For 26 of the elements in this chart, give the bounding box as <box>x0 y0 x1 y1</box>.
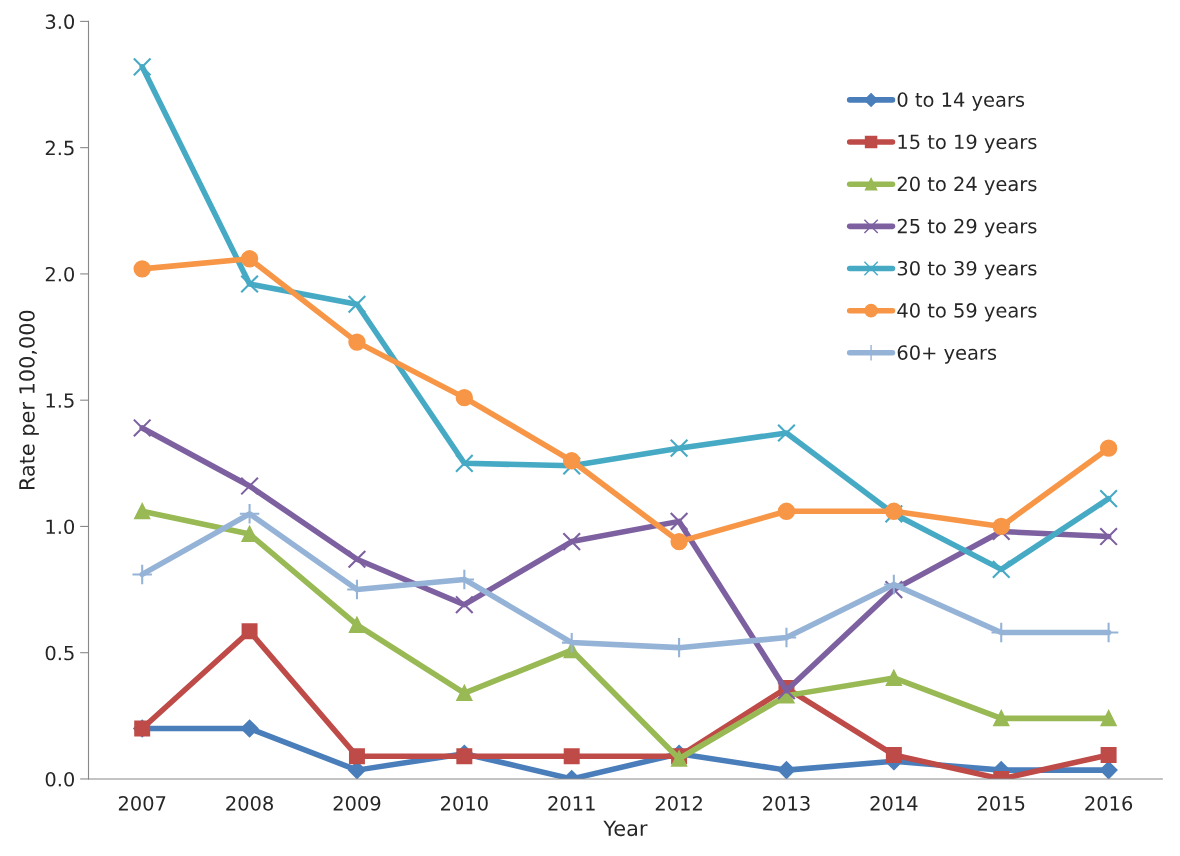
x-tick-label: 2014 <box>870 795 918 811</box>
x-tick-label: 2012 <box>655 795 702 811</box>
x-tick-label: 2007 <box>118 795 166 811</box>
y-tick-label: 0.5 <box>45 645 74 661</box>
legend-label: 15 to 19 years <box>898 134 1037 153</box>
legend-label: 30 to 39 years <box>897 260 1037 280</box>
y-tick-label: 2.0 <box>45 266 75 282</box>
legend-label: 25 to 29 years <box>897 218 1037 238</box>
legend-label: 0 to 14 years <box>897 92 1025 111</box>
y-tick-label: 1.5 <box>46 393 74 408</box>
y-tick-label: 2.5 <box>45 140 74 156</box>
x-tick-label: 2009 <box>333 795 381 811</box>
x-tick-label: 2008 <box>226 795 273 811</box>
x-tick-label: 2016 <box>1085 795 1133 811</box>
x-tick-label: 2010 <box>441 795 488 811</box>
y-tick-label: 3.0 <box>45 14 75 30</box>
legend-label: 40 to 59 years <box>897 303 1037 322</box>
x-tick-label: 2015 <box>977 795 1025 811</box>
y-tick-label: 0.0 <box>45 771 75 787</box>
x-tick-label: 2011 <box>548 795 595 811</box>
legend-label: 20 to 24 years <box>897 176 1037 196</box>
y-axis-title: Rate per 100,000 <box>19 310 39 490</box>
y-tick-label: 1.0 <box>46 519 75 535</box>
legend-label: 60+ years <box>897 345 997 364</box>
x-axis-title: Year <box>603 820 648 837</box>
x-tick-label: 2013 <box>763 795 810 811</box>
